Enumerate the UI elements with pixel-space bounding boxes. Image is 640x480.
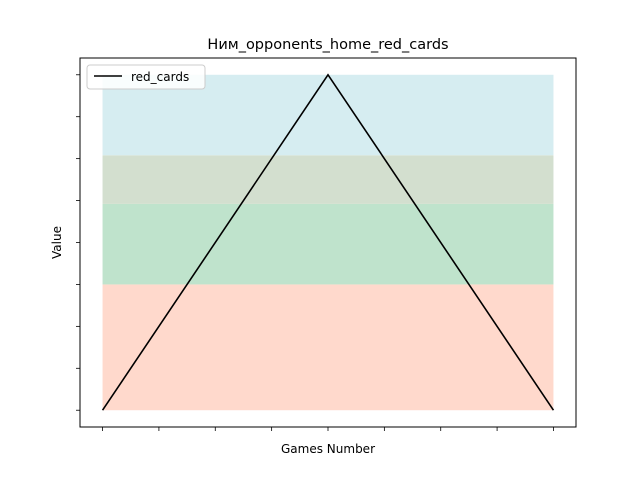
chart-title: Ним_opponents_home_red_cards: [207, 37, 448, 53]
band-1: [102, 203, 554, 285]
background-bands: [102, 74, 554, 411]
legend: red_cards: [86, 64, 206, 90]
axis-ticks: [76, 74, 554, 431]
x-axis-label: Games Number: [281, 442, 375, 456]
series-layer: [101, 73, 555, 411]
series-line-0: [101, 73, 555, 411]
band-0: [102, 284, 554, 411]
y-axis-label: Value: [50, 226, 64, 259]
legend-box: [86, 64, 206, 90]
legend-label-red-cards: red_cards: [131, 70, 189, 84]
band-2: [102, 155, 554, 204]
